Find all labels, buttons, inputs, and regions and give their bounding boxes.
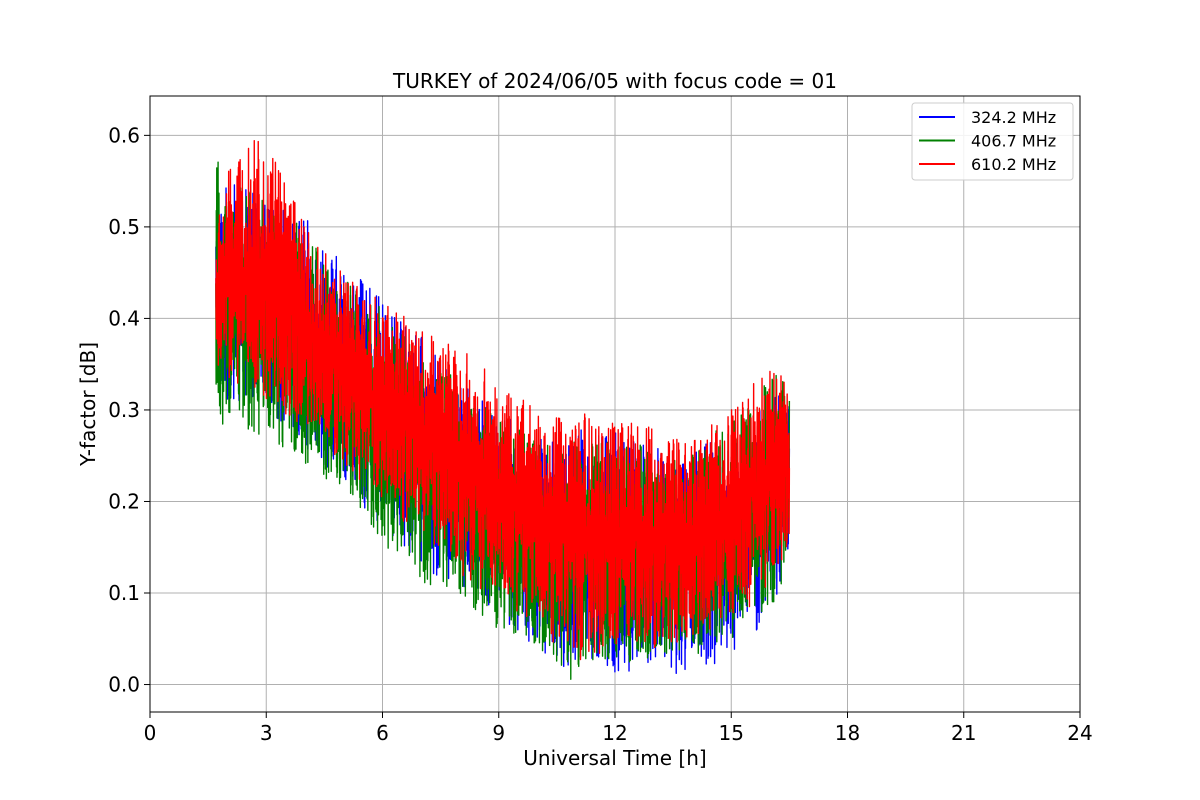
x-tick-label: 24 [1067, 721, 1092, 745]
y-axis-label: Y-factor [dB] [76, 342, 100, 467]
x-tick-label: 3 [260, 721, 273, 745]
y-tick-label: 0.1 [108, 581, 140, 605]
y-tick-label: 0.2 [108, 489, 140, 513]
x-tick-label: 9 [492, 721, 505, 745]
y-tick-label: 0.5 [108, 215, 140, 239]
y-tick-label: 0.0 [108, 673, 140, 697]
x-axis-label: Universal Time [h] [523, 746, 706, 770]
legend-entry-label: 610.2 MHz [971, 155, 1056, 174]
legend-entry-label: 324.2 MHz [971, 108, 1056, 127]
series-layer [215, 140, 791, 680]
x-tick-label: 18 [835, 721, 860, 745]
x-tick-label: 6 [376, 721, 389, 745]
x-tick-label: 21 [951, 721, 976, 745]
legend-box [911, 102, 1074, 181]
x-tick-label: 15 [719, 721, 744, 745]
x-tick-label: 0 [144, 721, 157, 745]
legend-entry-label: 406.7 MHz [971, 132, 1056, 151]
chart-title: TURKEY of 2024/06/05 with focus code = 0… [392, 69, 837, 93]
series-line [215, 140, 791, 661]
x-axis-ticks: 0 3 6 9 12 15 18 21 24 [144, 712, 1093, 745]
y-tick-label: 0.3 [108, 398, 140, 422]
y-tick-label: 0.6 [108, 123, 140, 147]
y-axis-ticks: 0.0 0.1 0.2 0.3 0.4 0.5 0.6 [108, 123, 150, 697]
y-tick-label: 0.4 [108, 306, 140, 330]
x-tick-label: 12 [602, 721, 627, 745]
legend: 324.2 MHz 406.7 MHz 610.2 MHz [911, 102, 1074, 181]
